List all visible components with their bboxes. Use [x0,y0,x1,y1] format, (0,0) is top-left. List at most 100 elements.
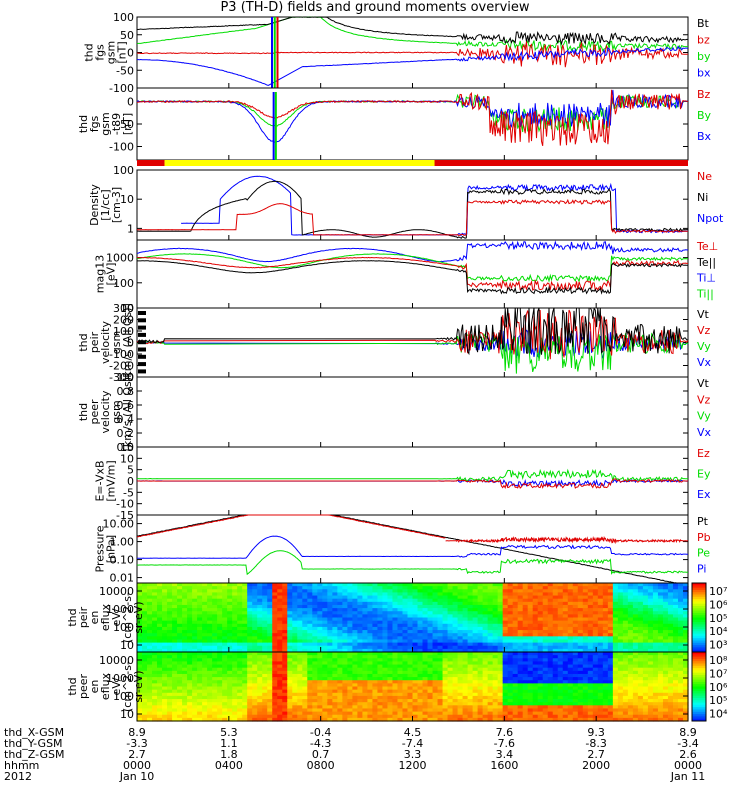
heatmap-cell [532,586,539,590]
heatmap-cell [657,648,664,653]
heatmap-cell [442,680,449,684]
heatmap-cell [637,661,644,666]
heatmap-cell [557,686,564,691]
heatmap-cell [162,630,168,634]
heatmap-cell [482,592,489,597]
heatmap-cell [322,699,328,703]
heatmap-cell [322,655,328,659]
heatmap-cell [182,592,188,597]
heatmap-cell [242,711,248,716]
heatmap-cell [437,614,444,619]
heatmap-cell [227,705,233,710]
heatmap-cell [437,664,444,669]
heatmap-cell [537,655,544,659]
heatmap-cell [482,699,489,703]
heatmap-cell [607,608,614,612]
heatmap-cell [167,589,173,594]
heatmap-cell [242,648,248,653]
heatmap-cell [227,692,233,697]
heatmap-cell [322,642,328,647]
heatmap-cell [392,692,399,697]
heatmap-cell [472,586,479,590]
heatmap-cell [232,639,238,644]
heatmap-cell [417,702,424,706]
heatmap-cell [657,595,664,600]
heatmap-cell [647,611,654,615]
heatmap-cell [512,689,519,694]
heatmap-cell [582,648,589,653]
heatmap-cell [367,680,374,684]
heatmap-cell [502,686,509,691]
heatmap-cell [447,636,454,641]
heatmap-cell [552,639,559,644]
heatmap-cell [592,598,599,603]
heatmap-cell [322,664,328,669]
heatmap-cell [432,620,439,625]
heatmap-cell [162,670,168,675]
heatmap-cell [447,592,454,597]
heatmap-cell [667,617,674,622]
heatmap-cell [152,639,158,644]
heatmap-cell [637,673,644,678]
heatmap-cell [197,633,203,637]
heatmap-cell [472,608,479,612]
heatmap-cell [472,620,479,625]
heatmap-cell [467,633,474,637]
heatmap-cell [457,702,464,706]
heatmap-cell [302,583,308,587]
heatmap-cell [487,664,494,669]
heatmap-cell [427,655,434,659]
heatmap-cell [147,636,153,641]
heatmap-cell [292,686,298,691]
heatmap-cell [627,714,634,719]
heatmap-cell [367,652,374,656]
heatmap-cell [267,617,273,622]
heatmap-cell [552,692,559,697]
heatmap-cell [422,664,429,669]
heatmap-cell [422,608,429,612]
heatmap-cell [502,708,509,713]
heatmap-cell [537,686,544,691]
heatmap-cell [242,689,248,694]
heatmap-cell [672,595,679,600]
heatmap-cell [407,683,414,688]
heatmap-cell [517,589,524,594]
heatmap-cell [617,661,624,666]
heatmap-cell [327,673,333,678]
heatmap-cell [537,711,544,716]
heatmap-cell [232,702,238,706]
heatmap-cell [237,705,243,710]
heatmap-cell [487,620,494,625]
heatmap-cell [302,608,308,612]
heatmap-cell [142,592,148,597]
heatmap-cell [452,652,459,656]
heatmap-cell [152,652,158,656]
heatmap-cell [187,664,193,669]
y-axis-label-line: thd [66,608,79,626]
heatmap-cell [557,711,564,716]
y-axis-label-line: mag13 [94,255,107,293]
heatmap-cell [627,617,634,622]
heatmap-cell [672,648,679,653]
heatmap-cell [667,630,674,634]
heatmap-cell [187,652,193,656]
heatmap-cell [342,642,348,647]
heatmap-cell [597,661,604,666]
heatmap-cell [247,633,253,637]
heatmap-cell [172,664,178,669]
heatmap-cell [602,677,609,681]
heatmap-cell [192,683,198,688]
heatmap-cell [682,592,689,597]
heatmap-cell [537,598,544,603]
heatmap-cell [212,695,218,700]
heatmap-cell [307,655,313,659]
heatmap-cell [267,611,273,615]
heatmap-cell [422,670,429,675]
heatmap-cell [257,639,263,644]
heatmap-cell [242,702,248,706]
heatmap-cell [352,583,358,587]
heatmap-cell [247,645,253,650]
heatmap-cell [142,648,148,653]
heatmap-cell [352,620,358,625]
heatmap-cell [452,705,459,710]
